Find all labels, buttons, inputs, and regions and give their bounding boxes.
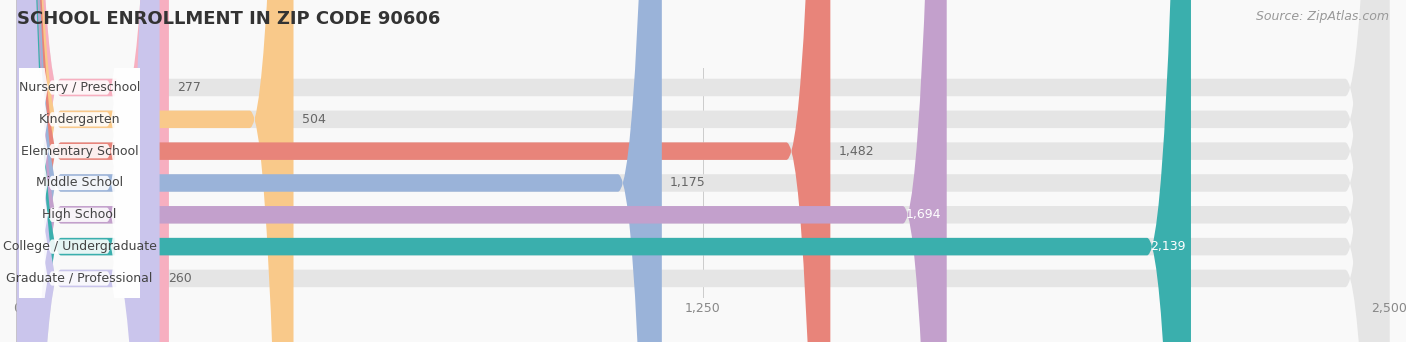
FancyBboxPatch shape (17, 0, 294, 342)
Text: 1,175: 1,175 (671, 176, 706, 189)
Text: Nursery / Preschool: Nursery / Preschool (18, 81, 141, 94)
FancyBboxPatch shape (20, 0, 139, 342)
FancyBboxPatch shape (17, 0, 1389, 342)
Text: College / Undergraduate: College / Undergraduate (3, 240, 156, 253)
FancyBboxPatch shape (17, 0, 1389, 342)
Text: 260: 260 (167, 272, 191, 285)
Text: 1,694: 1,694 (905, 208, 941, 221)
Text: Elementary School: Elementary School (21, 145, 138, 158)
FancyBboxPatch shape (17, 0, 169, 342)
Text: 277: 277 (177, 81, 201, 94)
Text: Graduate / Professional: Graduate / Professional (6, 272, 153, 285)
Text: High School: High School (42, 208, 117, 221)
FancyBboxPatch shape (20, 0, 139, 342)
FancyBboxPatch shape (17, 0, 160, 342)
Text: SCHOOL ENROLLMENT IN ZIP CODE 90606: SCHOOL ENROLLMENT IN ZIP CODE 90606 (17, 10, 440, 28)
FancyBboxPatch shape (17, 0, 1389, 342)
Text: Kindergarten: Kindergarten (39, 113, 120, 126)
FancyBboxPatch shape (17, 0, 946, 342)
FancyBboxPatch shape (17, 0, 1389, 342)
FancyBboxPatch shape (17, 0, 1389, 342)
FancyBboxPatch shape (20, 0, 139, 342)
Text: 1,482: 1,482 (838, 145, 875, 158)
Text: Source: ZipAtlas.com: Source: ZipAtlas.com (1256, 10, 1389, 23)
FancyBboxPatch shape (17, 0, 1191, 342)
FancyBboxPatch shape (20, 0, 139, 342)
Text: 504: 504 (302, 113, 326, 126)
FancyBboxPatch shape (17, 0, 662, 342)
FancyBboxPatch shape (17, 0, 1389, 342)
FancyBboxPatch shape (20, 0, 139, 342)
Text: 2,139: 2,139 (1150, 240, 1185, 253)
FancyBboxPatch shape (17, 0, 831, 342)
FancyBboxPatch shape (20, 0, 139, 342)
FancyBboxPatch shape (17, 0, 1389, 342)
Text: Middle School: Middle School (37, 176, 122, 189)
FancyBboxPatch shape (20, 0, 139, 342)
